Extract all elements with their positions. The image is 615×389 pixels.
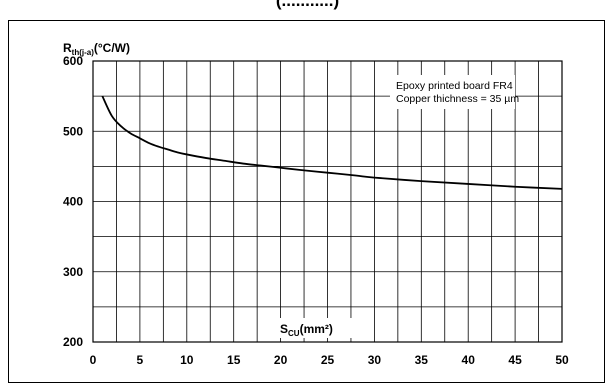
y-tick-label: 600 <box>63 54 83 68</box>
x-tick-label: 40 <box>462 353 476 367</box>
y-axis-label-main: R <box>63 41 72 55</box>
x-axis-label-bg <box>276 318 352 338</box>
series-line <box>101 95 563 190</box>
x-tick-label: 45 <box>508 353 522 367</box>
x-axis-label: SCU(mm²) <box>280 322 333 338</box>
y-axis-label: Rth(j-a)(°C/W) <box>63 41 130 57</box>
annotation-line-2: Copper thichness = 35 µm <box>396 93 519 105</box>
x-tick-label: 50 <box>555 353 569 367</box>
y-tick-label: 200 <box>63 335 83 349</box>
x-tick-label: 20 <box>274 353 288 367</box>
annotation-line-1: Epoxy printed board FR4 <box>396 80 513 92</box>
annotation-box <box>390 75 515 109</box>
y-tick-label: 500 <box>63 124 83 138</box>
x-tick-labels: 0 5 10 15 20 25 30 35 40 45 50 <box>90 353 569 367</box>
y-tick-labels: 200 300 400 500 600 <box>63 54 83 349</box>
x-tick-label: 0 <box>90 353 97 367</box>
page-title-fragment: (...........) <box>275 0 340 10</box>
x-axis-label-sub: CU <box>288 329 300 338</box>
x-tick-label: 30 <box>368 353 382 367</box>
y-tick-label: 400 <box>63 195 83 209</box>
x-tick-label: 15 <box>227 353 241 367</box>
x-axis-label-unit: (mm²) <box>300 322 333 336</box>
plot-border <box>92 60 563 343</box>
x-tick-label: 25 <box>321 353 335 367</box>
x-tick-label: 10 <box>180 353 194 367</box>
y-tick-label: 300 <box>63 265 83 279</box>
x-tick-label: 5 <box>137 353 144 367</box>
x-axis-label-main: S <box>280 322 288 336</box>
y-axis-label-sub: th(j-a) <box>72 48 95 57</box>
figure-frame <box>8 20 605 383</box>
x-tick-label: 35 <box>415 353 429 367</box>
y-axis-label-unit: (°C/W) <box>94 41 130 55</box>
